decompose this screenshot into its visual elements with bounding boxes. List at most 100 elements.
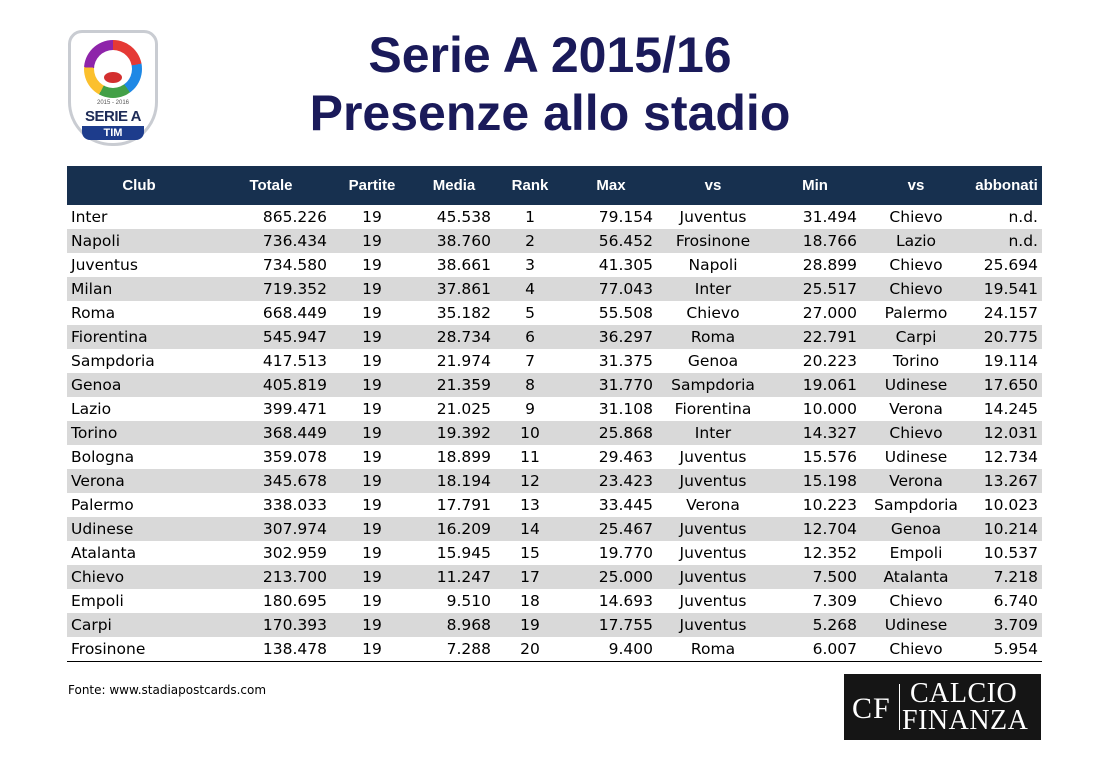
- col-header: Max: [565, 166, 657, 205]
- cell-max: 19.770: [598, 544, 653, 562]
- cell-partite: 19: [331, 229, 413, 253]
- brand-word-2: FINANZA: [902, 705, 1029, 736]
- cell-media: 8.968: [413, 613, 495, 637]
- cell-max-vs: Juventus: [679, 448, 747, 466]
- cell-rank: 9: [525, 400, 535, 418]
- cell-max-vs: Juventus: [679, 208, 747, 226]
- cell-media: 9.510: [446, 592, 491, 610]
- cell-max-vs: Frosinone: [657, 229, 769, 253]
- cell-club: Empoli: [71, 592, 124, 610]
- cell-rank: 13: [520, 496, 540, 514]
- cell-partite: 19: [331, 469, 413, 493]
- cell-totale: 865.226: [262, 208, 327, 226]
- cell-rank: 11: [520, 448, 540, 466]
- cell-club: Genoa: [67, 373, 211, 397]
- cell-totale: 180.695: [262, 592, 327, 610]
- cell-min-vs: Chievo: [861, 637, 971, 662]
- logo-sponsor: TIM: [82, 126, 144, 140]
- cell-rank: 17: [495, 565, 565, 589]
- cell-media: 18.194: [413, 469, 495, 493]
- col-header: Totale: [211, 166, 331, 205]
- cell-partite: 19: [331, 421, 413, 445]
- logo-name: SERIE A: [85, 108, 141, 125]
- cell-max-vs: Juventus: [657, 469, 769, 493]
- table-body: Inter 865.226 19 45.538 1 79.154 Juventus 31.49…: [67, 205, 1042, 662]
- cell-min: 19.061: [769, 373, 861, 397]
- cell-media: 45.538: [436, 208, 491, 226]
- cell-rank: 4: [495, 277, 565, 301]
- cell-media: 19.392: [413, 421, 495, 445]
- cell-abbonati: 25.694: [983, 256, 1038, 274]
- cell-club: Carpi: [67, 613, 211, 637]
- cell-min-vs: Chievo: [889, 208, 943, 226]
- table-row: Atalanta 302.959 19 15.945 15 19.770 Juventus 1…: [67, 541, 1042, 565]
- cell-partite: 19: [362, 256, 382, 274]
- cell-min-vs: Udinese: [861, 373, 971, 397]
- cell-club: Frosinone: [67, 637, 211, 662]
- cell-max: 29.463: [598, 448, 653, 466]
- cell-max-vs: Verona: [686, 496, 740, 514]
- col-header: vs: [657, 166, 769, 205]
- cell-min: 7.309: [812, 592, 857, 610]
- cell-max: 25.868: [565, 421, 657, 445]
- cell-min-vs: Chievo: [889, 592, 943, 610]
- cell-totale: 719.352: [211, 277, 331, 301]
- cell-partite: 19: [331, 637, 413, 662]
- table-row: Frosinone 138.478 19 7.288 20 9.400 Roma 6.007 C…: [67, 637, 1042, 662]
- cell-partite: 19: [331, 325, 413, 349]
- cell-min: 12.352: [802, 544, 857, 562]
- cell-min-vs: Palermo: [884, 304, 948, 322]
- cell-media: 35.182: [436, 304, 491, 322]
- table-row: Juventus 734.580 19 38.661 3 41.305 Napoli 28.8…: [67, 253, 1042, 277]
- cell-totale: 345.678: [211, 469, 331, 493]
- col-header: Min: [769, 166, 861, 205]
- cell-min: 22.791: [769, 325, 861, 349]
- cell-rank: 8: [495, 373, 565, 397]
- cell-min-vs: Genoa: [861, 517, 971, 541]
- cell-media: 38.661: [436, 256, 491, 274]
- col-header: Partite: [331, 166, 413, 205]
- col-header: Media: [413, 166, 495, 205]
- cell-partite: 19: [362, 208, 382, 226]
- cell-max-vs: Inter: [657, 277, 769, 301]
- table-row: Lazio 399.471 19 21.025 9 31.108 Fiorentina 10.…: [67, 397, 1042, 421]
- cell-min: 31.494: [802, 208, 857, 226]
- cell-min-vs: Empoli: [889, 544, 943, 562]
- page-subtitle: Presenze allo stadio: [309, 85, 791, 141]
- cell-abbonati: 20.775: [971, 325, 1042, 349]
- cell-club: Sampdoria: [71, 352, 155, 370]
- cell-max-vs: Genoa: [687, 352, 739, 370]
- cell-max: 31.108: [598, 400, 653, 418]
- serie-a-logo: 2015 - 2016 SERIE A TIM: [68, 30, 158, 146]
- cell-min-vs: Torino: [892, 352, 940, 370]
- brand-divider: [899, 684, 900, 730]
- cell-max-vs: Juventus: [657, 565, 769, 589]
- cell-totale: 213.700: [211, 565, 331, 589]
- cell-min-vs: Carpi: [861, 325, 971, 349]
- col-header: abbonati: [971, 166, 1042, 205]
- cell-max: 25.000: [565, 565, 657, 589]
- cell-club: Inter: [71, 208, 108, 226]
- cell-rank: 5: [525, 304, 535, 322]
- cell-totale: 545.947: [211, 325, 331, 349]
- table-row: Milan 719.352 19 37.861 4 77.043 Inter 25.517 Ch…: [67, 277, 1042, 301]
- cell-rank: 12: [495, 469, 565, 493]
- cell-min: 5.268: [769, 613, 861, 637]
- cell-rank: 1: [525, 208, 535, 226]
- cell-partite: 19: [331, 565, 413, 589]
- cell-max-vs: Juventus: [679, 544, 747, 562]
- cell-max-vs: Chievo: [686, 304, 740, 322]
- cell-min: 18.766: [769, 229, 861, 253]
- table-row: Palermo 338.033 19 17.791 13 33.445 Verona 10.2…: [67, 493, 1042, 517]
- cell-abbonati: n.d.: [971, 229, 1042, 253]
- table-row: Genoa 405.819 19 21.359 8 31.770 Sampdoria 19.0…: [67, 373, 1042, 397]
- cell-media: 16.209: [413, 517, 495, 541]
- cell-club: Fiorentina: [67, 325, 211, 349]
- cell-club: Udinese: [67, 517, 211, 541]
- table-row: Carpi 170.393 19 8.968 19 17.755 Juventus 5.268…: [67, 613, 1042, 637]
- cell-abbonati: 19.114: [983, 352, 1038, 370]
- cell-min: 6.007: [769, 637, 861, 662]
- cell-abbonati: 10.214: [971, 517, 1042, 541]
- cell-club: Bologna: [71, 448, 135, 466]
- cell-rank: 7: [525, 352, 535, 370]
